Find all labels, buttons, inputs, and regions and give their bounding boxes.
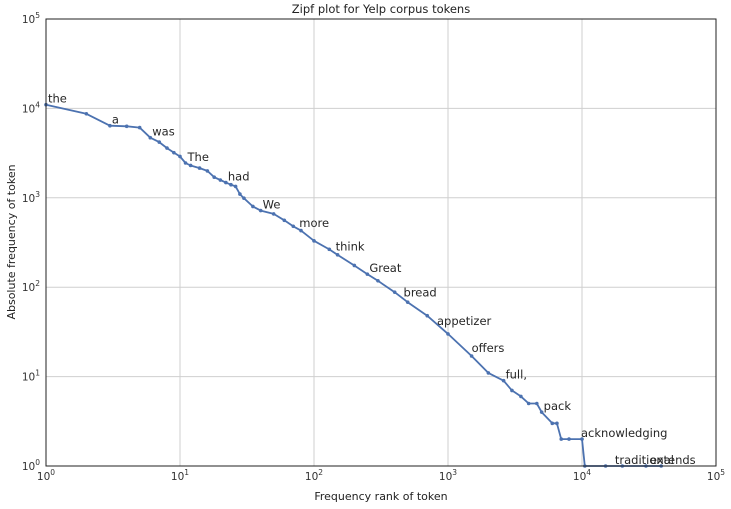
data-point [352, 263, 357, 268]
y-axis-ticks: 100 101 102 103 104 105 [22, 11, 40, 473]
data-point [238, 192, 242, 196]
token-annotation: full, [506, 368, 527, 382]
data-point [501, 378, 506, 383]
data-point [567, 437, 571, 441]
data-point [258, 208, 263, 213]
token-annotation: more [299, 216, 329, 230]
data-point [327, 247, 332, 252]
data-point [559, 437, 564, 441]
data-point [165, 146, 169, 150]
y-axis-title: Absolute frequency of token [5, 164, 18, 319]
data-point [242, 196, 246, 200]
data-point [555, 421, 559, 426]
y-tick-label: 104 [22, 100, 40, 115]
chart-title: Zipf plot for Yelp corpus tokens [292, 2, 470, 16]
data-point [224, 180, 228, 185]
data-point [188, 163, 193, 168]
data-point [299, 228, 303, 233]
x-tick-label: 102 [305, 468, 323, 483]
data-point [486, 371, 491, 375]
data-point [335, 253, 340, 257]
x-tick-label: 105 [707, 468, 725, 483]
token-annotation: offers [472, 341, 505, 355]
data-point [535, 401, 539, 406]
token-annotation: extends [650, 453, 696, 467]
grid-lines [45, 18, 717, 467]
y-tick-label: 105 [22, 11, 40, 26]
y-tick-label: 100 [22, 458, 40, 473]
data-point [425, 313, 430, 318]
y-tick-label: 103 [22, 190, 40, 205]
token-annotation: The [187, 150, 209, 164]
x-axis-ticks: 100 101 102 103 104 105 [37, 468, 725, 483]
data-point [446, 332, 450, 336]
data-point [108, 123, 112, 128]
token-annotation: We [263, 198, 281, 212]
token-annotation: bread [404, 285, 437, 299]
x-tick-label: 101 [171, 468, 189, 483]
data-point [550, 421, 555, 426]
data-point [291, 224, 296, 229]
data-point [251, 204, 255, 209]
data-point [526, 401, 531, 406]
plot-frame [45, 18, 717, 467]
data-point [510, 388, 514, 393]
x-tick-label: 104 [573, 468, 591, 483]
token-annotation: acknowledging [581, 426, 667, 440]
token-annotation: had [228, 170, 250, 184]
token-annotation: pack [544, 399, 572, 413]
data-point [183, 161, 188, 165]
token-annotation: a [112, 113, 119, 127]
data-point [178, 154, 182, 159]
y-tick-label: 102 [22, 279, 40, 294]
y-tick-label: 101 [22, 369, 40, 384]
token-annotation: was [152, 125, 174, 139]
data-point [539, 410, 544, 414]
x-tick-label: 100 [37, 468, 55, 483]
token-annotation: the [48, 92, 67, 106]
x-axis-title: Frequency rank of token [314, 490, 447, 503]
data-point [218, 178, 223, 182]
data-point [212, 175, 217, 179]
data-point [124, 124, 129, 129]
data-point [469, 354, 474, 358]
data-point [312, 239, 316, 243]
data-point [172, 150, 176, 155]
data-point [197, 166, 202, 170]
data-point [157, 140, 162, 144]
token-annotation: think [336, 239, 365, 253]
x-tick-label: 103 [439, 468, 457, 483]
data-point [376, 278, 380, 283]
data-point [233, 184, 238, 189]
data-point [282, 218, 287, 223]
data-point [229, 182, 233, 187]
data-point [137, 125, 142, 130]
data-point [205, 169, 210, 173]
data-point [392, 290, 397, 294]
data-point [148, 135, 153, 140]
token-annotation: Great [369, 261, 402, 275]
data-point [271, 212, 276, 216]
data-point [519, 394, 523, 399]
data-point [405, 300, 410, 304]
token-annotation: appetizer [437, 314, 492, 328]
token-annotation: traditional [615, 453, 674, 467]
data-point [84, 112, 89, 116]
data-point [580, 437, 584, 441]
data-point [365, 272, 370, 276]
